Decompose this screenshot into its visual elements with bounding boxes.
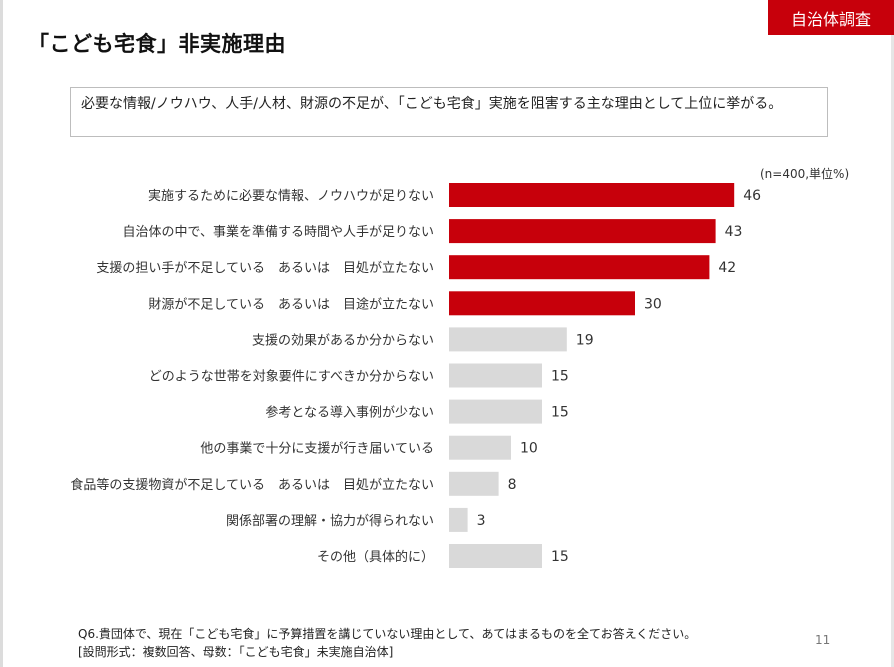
data-label: 30 — [644, 296, 662, 312]
category-label: 自治体の中で、事業を準備する時間や人手が足りない — [123, 224, 434, 240]
category-label: どのような世帯を対象要件にすべきか分からない — [149, 370, 434, 385]
category-label: 支援の効果があるか分からない — [252, 333, 434, 348]
bar — [449, 255, 710, 280]
page-number: 11 — [815, 633, 831, 647]
category-label: 財源が不足している あるいは 目途が立たない — [148, 296, 434, 312]
left-border — [0, 0, 3, 667]
category-label: 参考となる導入事例が少ない — [265, 405, 434, 421]
bar — [449, 219, 716, 244]
data-label: 3 — [477, 513, 486, 529]
data-label: 15 — [551, 549, 569, 565]
data-label: 8 — [508, 477, 517, 493]
right-border — [891, 0, 894, 667]
sample-unit-note: (n=400,単位%) — [760, 167, 850, 181]
survey-question: Q6.貴団体で、現在「こども宅食」に予算措置を講じていない理由として、あてはまる… — [78, 627, 697, 641]
bar — [449, 291, 635, 316]
data-label: 15 — [551, 405, 569, 421]
reasons-bar-chart: 実施するために必要な情報、ノウハウが足りない 46 自治体の中で、事業を準備する時間… — [70, 183, 761, 568]
category-label: 他の事業で十分に支援が行き届いている — [200, 441, 434, 457]
bar — [449, 471, 499, 496]
question-format: [設問形式：複数回答、母数：「こども宅食」未実施自治体] — [78, 645, 394, 659]
bar — [449, 507, 468, 532]
category-label: 支援の担い手が不足している あるいは 目処が立たない — [96, 261, 434, 276]
category-label: 実施するために必要な情報、ノウハウが足りない — [148, 188, 434, 204]
data-label: 46 — [743, 188, 761, 204]
bar — [449, 435, 511, 460]
page-title: 「こども宅食」非実施理由 — [28, 32, 286, 56]
data-label: 42 — [718, 260, 736, 276]
bar — [449, 399, 542, 424]
data-label: 19 — [576, 332, 594, 348]
bar — [449, 183, 735, 207]
bar — [449, 544, 542, 568]
data-label: 43 — [725, 224, 743, 240]
summary-text: 必要な情報/ノウハウ、人手/人材、財源の不足が、「こども宅食」実施を阻害する主な… — [81, 96, 783, 112]
bar — [449, 363, 542, 388]
category-label: その他（具体的に） — [317, 549, 434, 565]
category-label: 関係部署の理解・協力が得られない — [226, 513, 434, 529]
summary-box: 必要な情報/ノウハウ、人手/人材、財源の不足が、「こども宅食」実施を阻害する主な… — [70, 87, 828, 137]
data-label: 10 — [520, 441, 538, 457]
survey-type-tag: 自治体調査 — [768, 0, 894, 35]
category-label: 食品等の支援物資が不足している あるいは 目処が立たない — [70, 477, 434, 493]
bar — [449, 327, 567, 352]
data-label: 15 — [551, 369, 569, 385]
